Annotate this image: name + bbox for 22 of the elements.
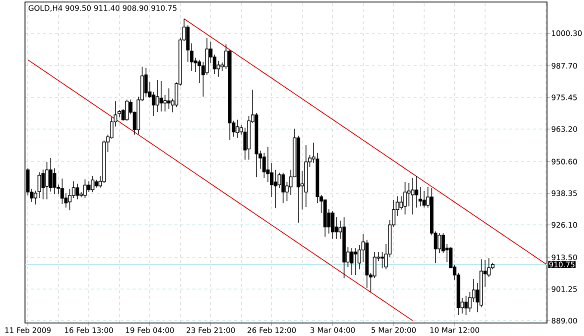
candlestick xyxy=(45,162,49,200)
candlestick xyxy=(266,146,270,182)
candlestick xyxy=(156,80,160,112)
candlestick xyxy=(236,119,240,138)
candlestick xyxy=(205,38,209,76)
candlestick xyxy=(125,99,129,122)
candlestick xyxy=(316,152,320,204)
candlestick xyxy=(41,169,45,200)
candlestick xyxy=(163,94,167,112)
candlestick xyxy=(83,179,87,198)
candlestick xyxy=(403,182,407,215)
candlestick xyxy=(464,296,468,316)
candlestick xyxy=(94,180,98,188)
candlestick xyxy=(414,176,418,208)
candlestick xyxy=(72,180,76,198)
candlestick xyxy=(372,252,376,278)
candlestick xyxy=(102,140,106,184)
candlestick xyxy=(52,168,56,194)
candlestick xyxy=(354,248,358,276)
candlestick xyxy=(410,178,414,215)
candlestick xyxy=(342,216,346,278)
candlestick xyxy=(270,162,274,198)
